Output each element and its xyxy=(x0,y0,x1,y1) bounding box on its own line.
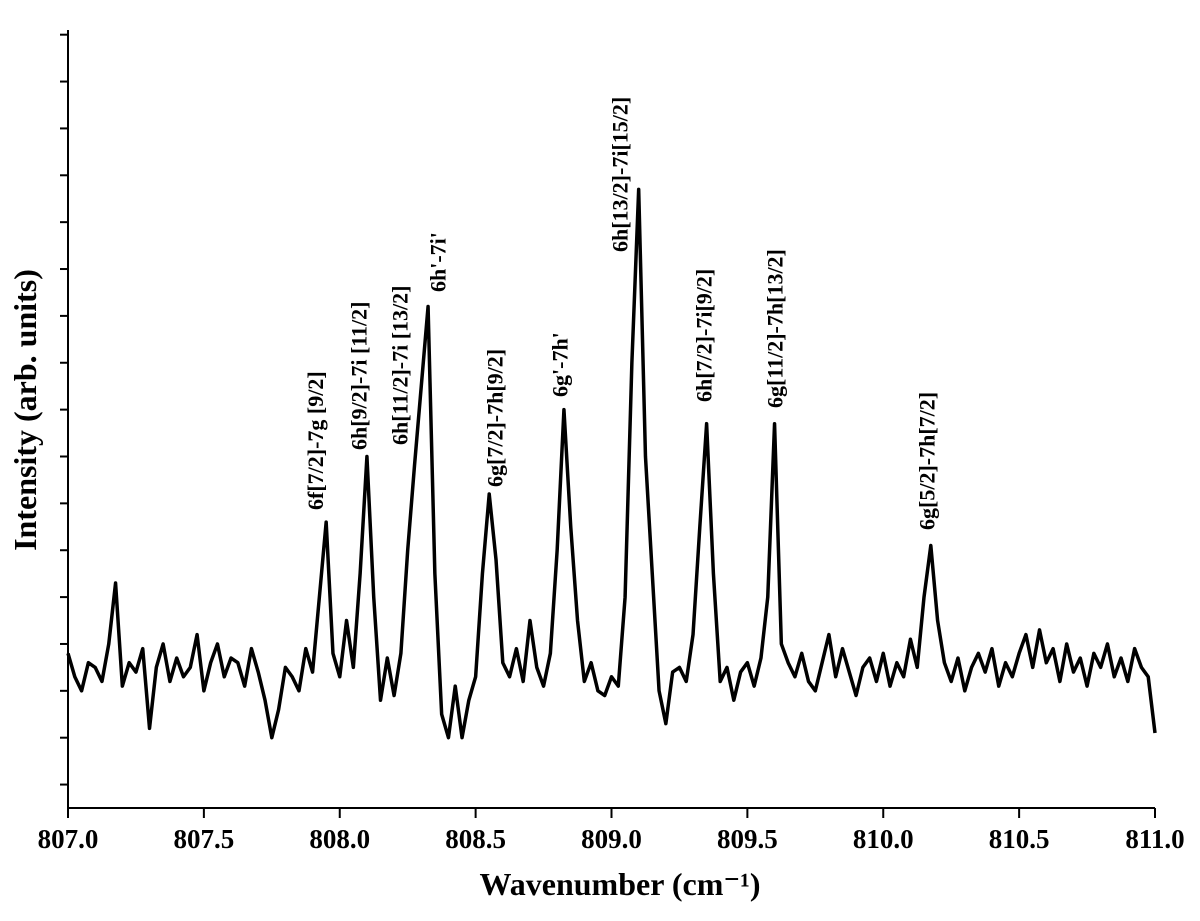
x-axis-title: Wavenumber (cm⁻¹) xyxy=(480,866,761,902)
peak-annotation: 6g[5/2]-7h[7/2] xyxy=(914,392,939,530)
spectrum-line xyxy=(66,187,1157,740)
x-tick-label: 809.0 xyxy=(581,824,642,854)
x-tick-label: 808.5 xyxy=(445,824,506,854)
peak-annotation: 6g[11/2]-7h[13/2] xyxy=(762,249,787,408)
peak-annotation: 6h'-7i' xyxy=(425,232,450,292)
peak-annotation: 6h[11/2]-7i [13/2] xyxy=(387,286,412,446)
x-tick-label: 810.0 xyxy=(853,824,914,854)
x-tick-label: 808.0 xyxy=(309,824,370,854)
peak-annotation: 6g[7/2]-7h[9/2] xyxy=(482,349,507,487)
x-tick-label: 809.5 xyxy=(717,824,778,854)
x-tick-label: 807.0 xyxy=(38,824,99,854)
x-tick-label: 810.5 xyxy=(989,824,1050,854)
x-tick-label: 811.0 xyxy=(1125,824,1184,854)
peak-annotation: 6h[7/2]-7i[9/2] xyxy=(692,269,717,402)
y-axis-title: Intensity (arb. units) xyxy=(7,269,43,551)
peak-annotation: 6g'-7h' xyxy=(548,332,573,397)
peak-annotation: 6h[9/2]-7i [11/2] xyxy=(347,302,372,451)
peak-annotation: 6h[13/2]-7i[15/2] xyxy=(607,97,632,252)
peak-annotation: 6f[7/2]-7g [9/2] xyxy=(303,371,328,510)
x-tick-label: 807.5 xyxy=(174,824,235,854)
